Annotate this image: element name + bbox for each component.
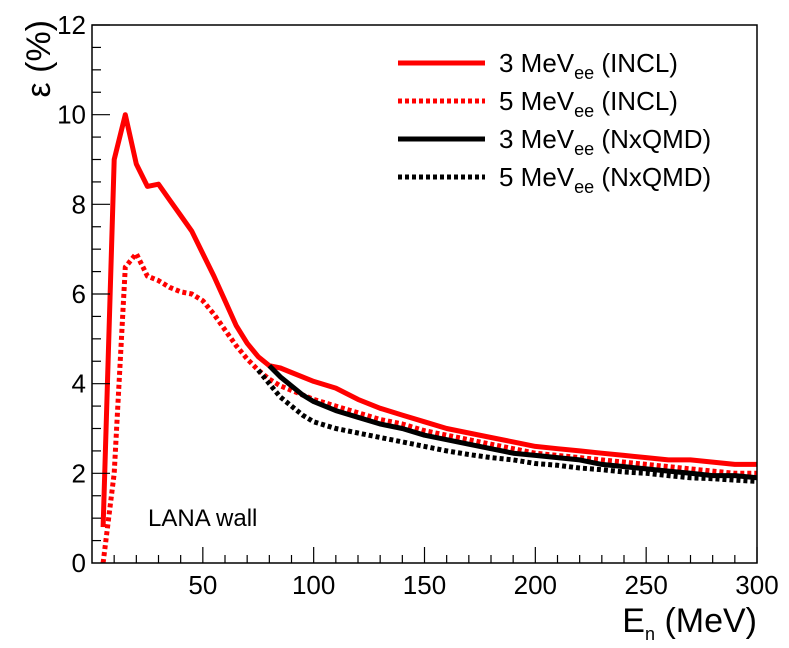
series-line-2 (267, 363, 758, 481)
y-tick-label: 8 (72, 189, 86, 219)
curves (100, 112, 758, 564)
x-axis-title-sub: n (645, 624, 655, 644)
y-tick-label: 4 (72, 369, 86, 399)
x-tick-label: 150 (403, 570, 446, 600)
x-axis-title-main: E (622, 602, 645, 640)
x-tick-label: 100 (292, 570, 335, 600)
y-tick-label: 2 (72, 458, 86, 488)
ticks: 50 100 150 200 250 300 0 2 4 6 8 10 12 (57, 10, 779, 600)
x-axis-title: En (MeV) (622, 602, 757, 644)
y-axis-title: ε (%) (20, 20, 58, 97)
x-tick-label: 300 (735, 570, 778, 600)
annotation-label: LANA wall (148, 505, 257, 532)
y-tick-label: 0 (72, 548, 86, 578)
legend-label-1: 5 MeVee (INCL) (499, 86, 678, 121)
x-tick-label: 250 (624, 570, 667, 600)
y-tick-label: 10 (57, 100, 86, 130)
series-line-3 (256, 368, 758, 484)
y-tick-label: 6 (72, 279, 86, 309)
x-tick-label: 200 (514, 570, 557, 600)
series-line-0 (100, 112, 757, 528)
legend-label-2: 3 MeVee (NxQMD) (499, 124, 711, 159)
legend-label-0: 3 MeVee (INCL) (499, 48, 678, 83)
x-tick-label: 50 (188, 570, 217, 600)
series-line-1 (100, 251, 757, 564)
legend: 3 MeVee (INCL) 5 MeVee (INCL) 3 MeVee (N… (398, 48, 711, 197)
legend-label-3: 5 MeVee (NxQMD) (499, 162, 711, 197)
x-axis-title-rest: (MeV) (655, 602, 757, 640)
y-tick-label: 12 (57, 10, 86, 40)
